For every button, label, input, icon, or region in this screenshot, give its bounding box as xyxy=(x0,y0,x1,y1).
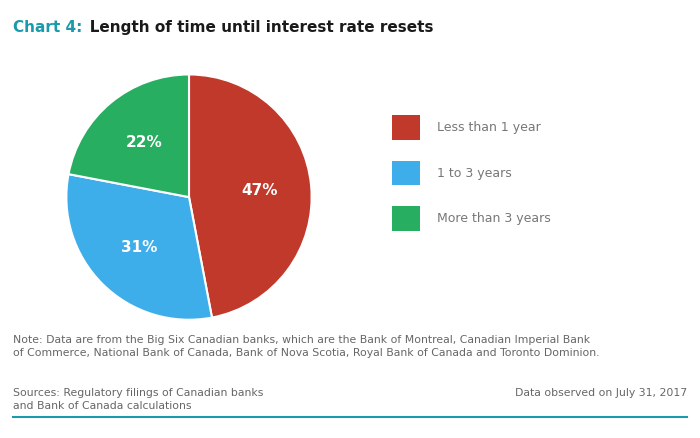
Text: Note: Data are from the Big Six Canadian banks, which are the Bank of Montreal, : Note: Data are from the Big Six Canadian… xyxy=(13,335,599,358)
Text: More than 3 years: More than 3 years xyxy=(437,212,551,225)
Text: Sources: Regulatory filings of Canadian banks
and Bank of Canada calculations: Sources: Regulatory filings of Canadian … xyxy=(13,388,263,411)
Text: 1 to 3 years: 1 to 3 years xyxy=(437,166,512,180)
Text: 22%: 22% xyxy=(125,135,162,150)
Text: 31%: 31% xyxy=(120,240,157,255)
Wedge shape xyxy=(69,74,189,197)
Text: Chart 4:: Chart 4: xyxy=(13,20,82,35)
Bar xyxy=(392,161,420,185)
Text: Length of time until interest rate resets: Length of time until interest rate reset… xyxy=(74,20,433,35)
Wedge shape xyxy=(66,174,212,320)
Bar xyxy=(392,206,420,231)
Text: Data observed on July 31, 2017: Data observed on July 31, 2017 xyxy=(515,388,687,398)
Bar xyxy=(392,116,420,140)
Text: Less than 1 year: Less than 1 year xyxy=(437,121,540,134)
Text: 47%: 47% xyxy=(241,183,278,198)
Wedge shape xyxy=(189,74,312,318)
